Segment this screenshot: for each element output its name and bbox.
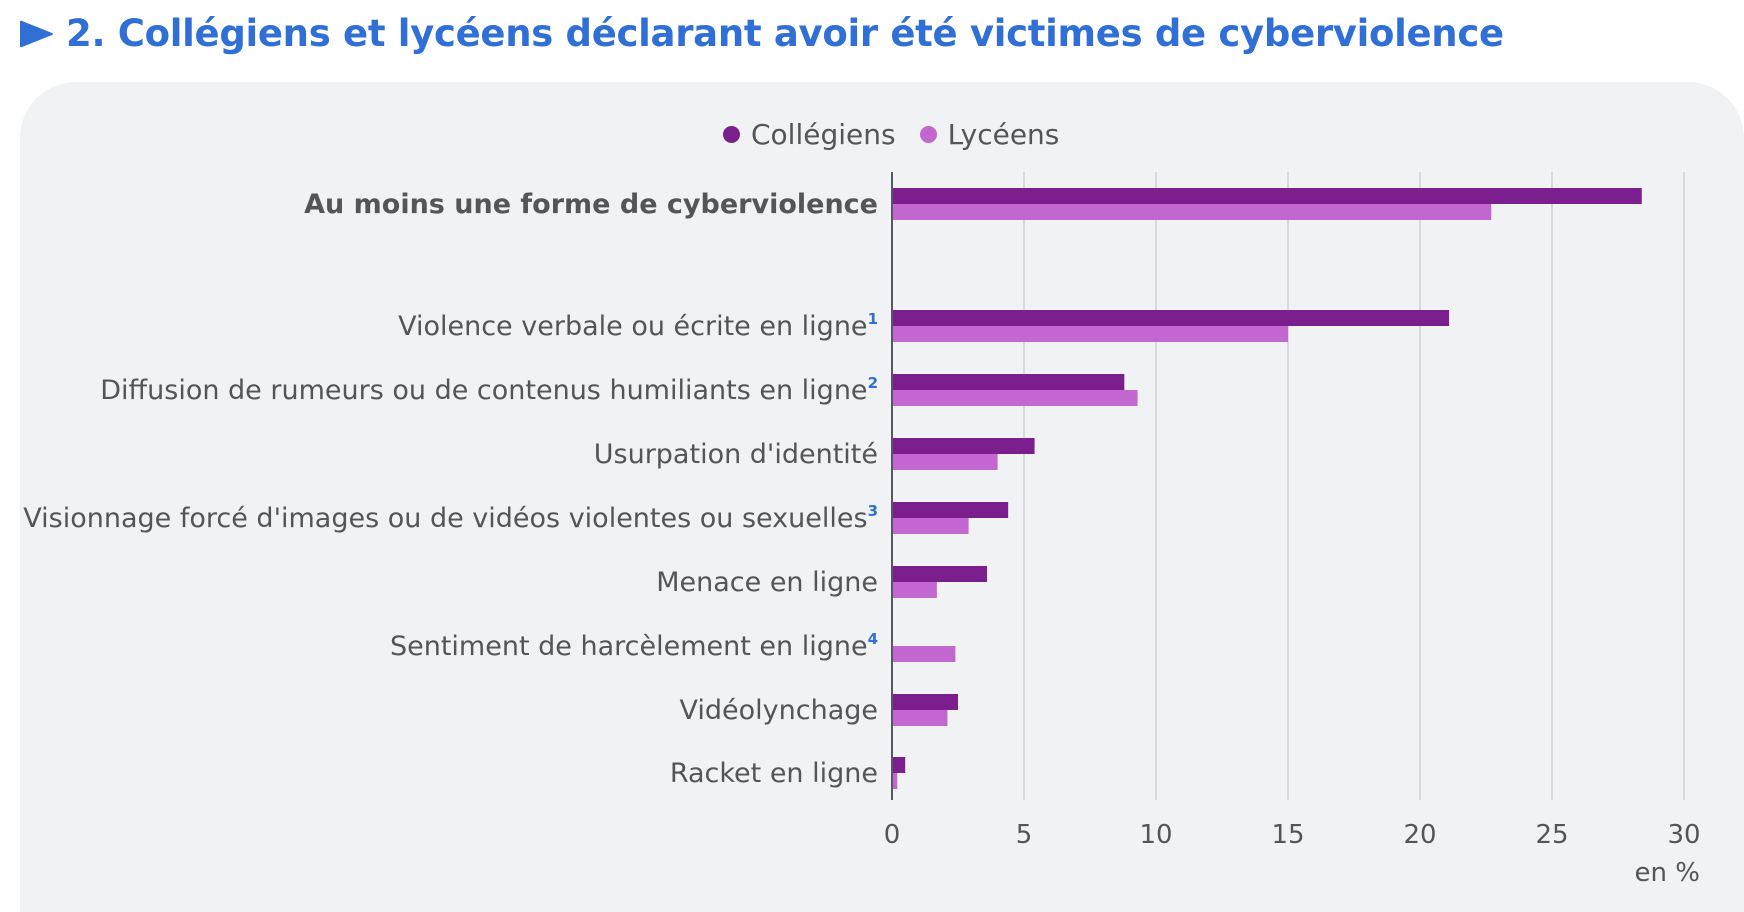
legend-swatch-lycee (919, 126, 937, 143)
bar-lycee-visionnage-force (892, 518, 969, 534)
category-label-violence-verbale: Violence verbale ou écrite en ligne1 (398, 310, 878, 342)
x-tick-label-25: 25 (1535, 820, 1568, 850)
x-tick-label-0: 0 (884, 820, 901, 850)
bar-college-visionnage-force (892, 502, 1009, 518)
category-label-menace: Menace en ligne (656, 567, 878, 598)
x-tick-label-5: 5 (1016, 820, 1033, 850)
category-label-videolynchage: Vidéolynchage (680, 695, 879, 726)
chart-panel (20, 82, 1744, 912)
bar-lycee-videolynchage (892, 710, 948, 726)
legend-label-college: Collégiens (751, 118, 896, 151)
legend-label-lycee: Lycéens (947, 118, 1060, 151)
category-label-racket: Racket en ligne (670, 758, 878, 789)
bar-college-racket (892, 757, 906, 773)
legend-swatch-college (723, 126, 740, 143)
bar-chart: Au moins une forme de cyberviolence Viole… (23, 172, 1701, 888)
bar-lycee-racket (892, 773, 898, 789)
category-label-sentiment-harcelement: Sentiment de harcèlement en ligne4 (390, 630, 878, 662)
bar-lycee-menace (892, 582, 937, 598)
footnote-3: 3 (868, 502, 878, 520)
footnote-4: 4 (868, 630, 878, 648)
legend-item-college[interactable]: Collégiens (723, 118, 896, 151)
play-arrow-icon (20, 20, 53, 47)
category-label-diffusion-rumeurs: Diffusion de rumeurs ou de contenus humi… (100, 374, 878, 406)
category-label-usurpation-identite: Usurpation d'identité (594, 439, 878, 470)
x-tick-label-15: 15 (1271, 820, 1304, 850)
x-axis-unit-label: en % (1635, 858, 1700, 888)
bar-lycee-diffusion-rumeurs (892, 390, 1138, 406)
bar-college-diffusion-rumeurs (892, 374, 1125, 390)
bar-college-videolynchage (892, 694, 958, 710)
category-label-visionnage-force: Visionnage forcé d'images ou de vidéos v… (23, 502, 878, 534)
bar-college-menace (892, 566, 988, 582)
footnote-1: 1 (868, 310, 878, 328)
x-tick-label-30: 30 (1667, 820, 1700, 850)
x-tick-label-20: 20 (1403, 820, 1436, 850)
bar-college-au-moins-une-forme (892, 188, 1642, 204)
page-title: 2. Collégiens et lycéens déclarant avoir… (66, 12, 1504, 55)
category-label-au-moins-une-forme: Au moins une forme de cyberviolence (304, 189, 878, 220)
bar-college-usurpation-identite (892, 438, 1035, 454)
header: 2. Collégiens et lycéens déclarant avoir… (20, 12, 1504, 55)
bar-lycee-sentiment-harcelement (892, 646, 956, 662)
legend-item-lycee[interactable]: Lycéens (919, 118, 1060, 151)
bar-lycee-usurpation-identite (892, 454, 998, 470)
x-tick-label-10: 10 (1139, 820, 1172, 850)
bar-lycee-violence-verbale (892, 326, 1288, 342)
bar-lycee-au-moins-une-forme (892, 204, 1492, 220)
footnote-2: 2 (868, 374, 878, 392)
chart-legend: Collégiens Lycéens (723, 118, 1083, 151)
bar-college-violence-verbale (892, 310, 1450, 326)
